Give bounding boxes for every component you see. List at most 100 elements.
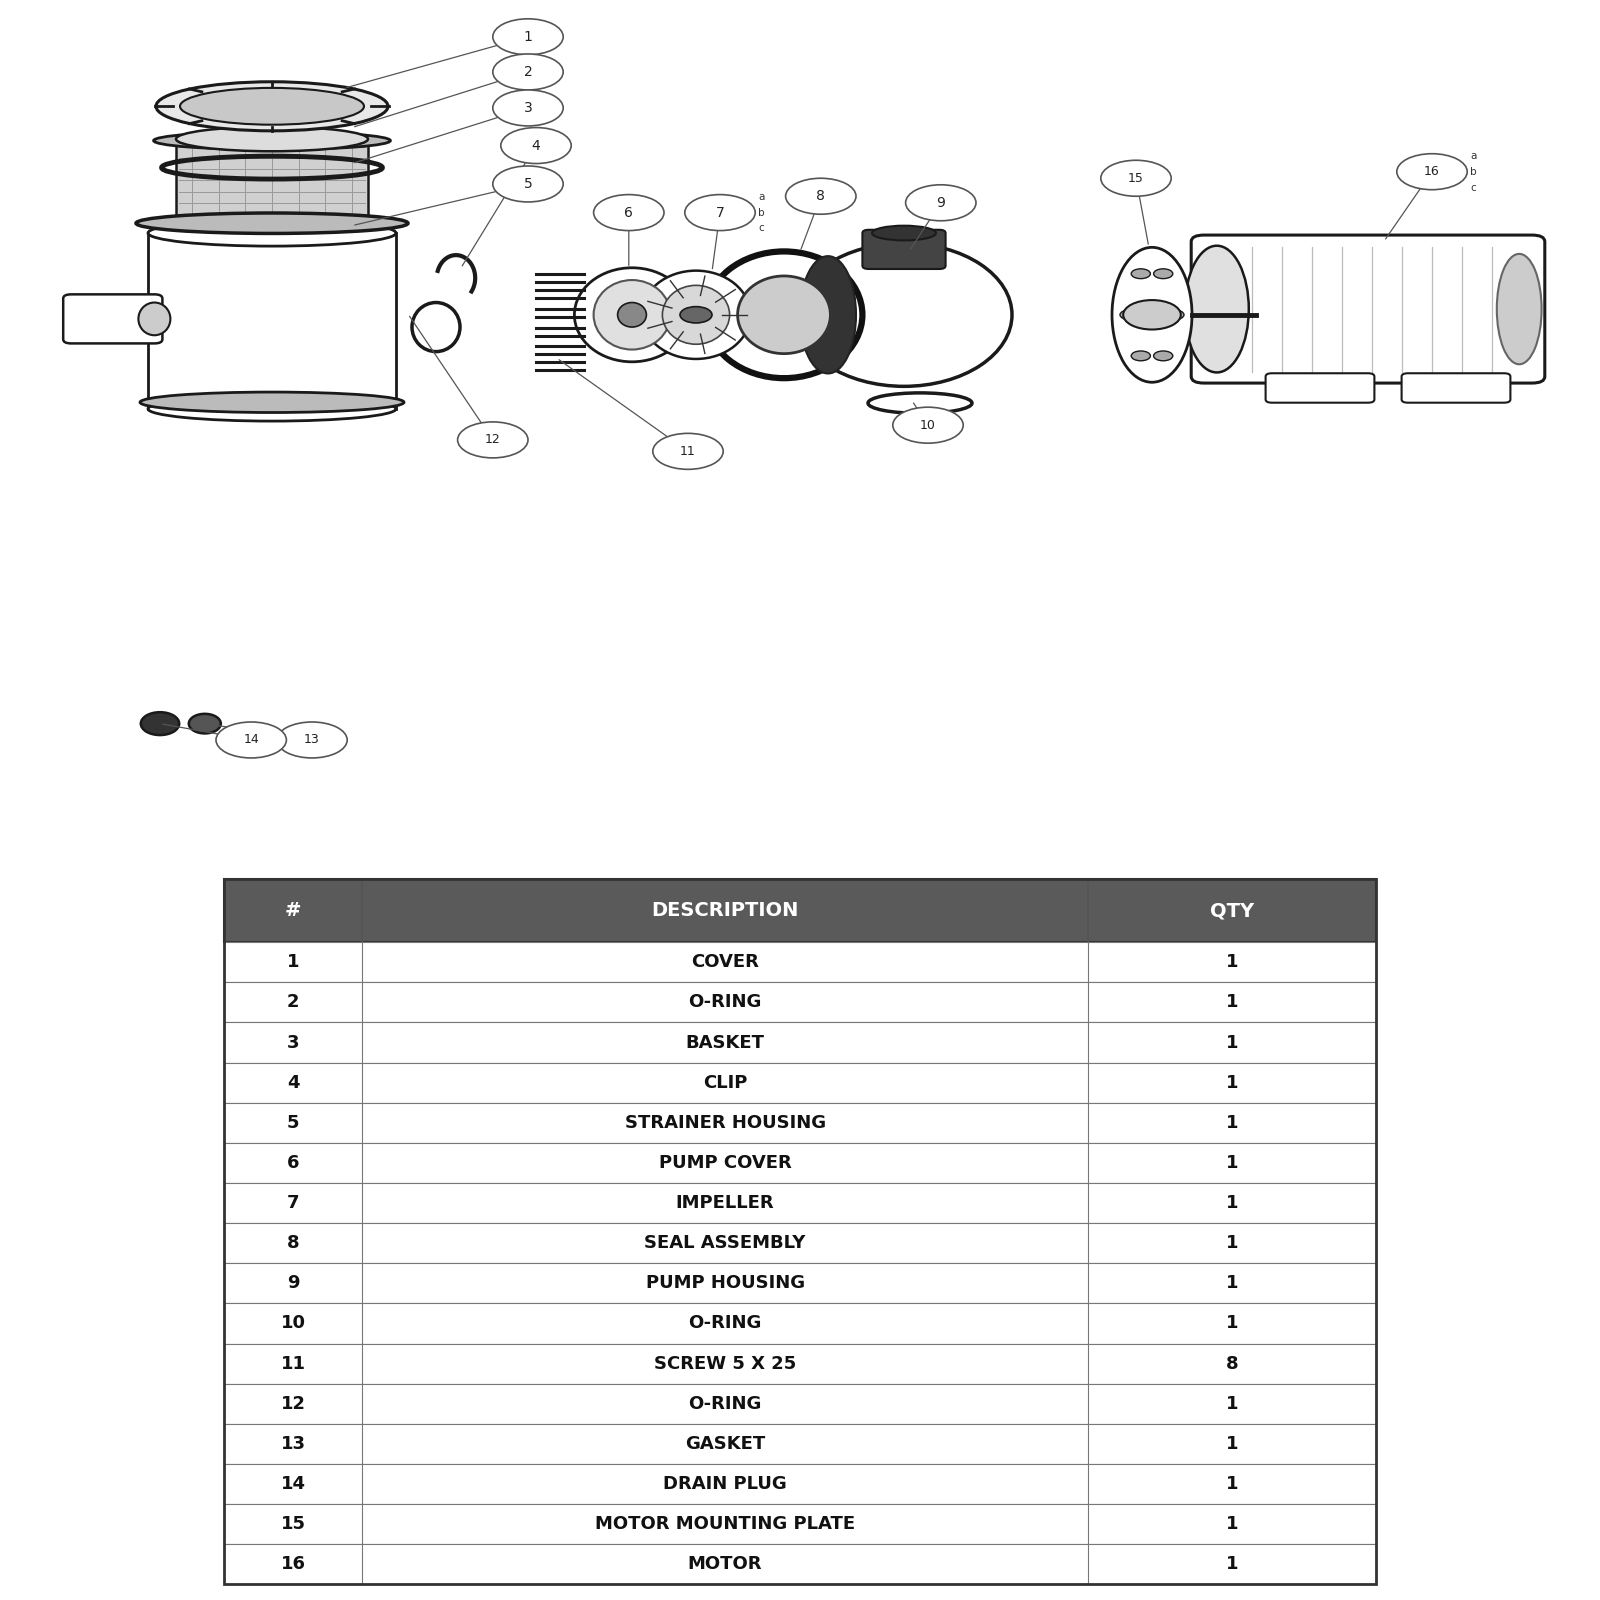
Text: 10: 10 (920, 419, 936, 432)
Circle shape (1154, 350, 1173, 360)
Circle shape (1131, 269, 1150, 278)
Text: 5: 5 (286, 1114, 299, 1131)
Bar (224, 1504, 1376, 1544)
Text: MOTOR MOUNTING PLATE: MOTOR MOUNTING PLATE (595, 1515, 854, 1533)
Text: IMPELLER: IMPELLER (675, 1194, 774, 1213)
Text: 12: 12 (485, 434, 501, 446)
Text: O-RING: O-RING (688, 1395, 762, 1413)
Text: DRAIN PLUG: DRAIN PLUG (664, 1475, 787, 1493)
Circle shape (1101, 160, 1171, 197)
Circle shape (1131, 350, 1150, 360)
Circle shape (786, 178, 856, 214)
Text: 1: 1 (1226, 1315, 1238, 1333)
Text: PUMP HOUSING: PUMP HOUSING (645, 1274, 805, 1293)
Bar (224, 1142, 1376, 1182)
Text: PUMP COVER: PUMP COVER (659, 1154, 792, 1171)
Bar (224, 1424, 1376, 1464)
Text: 14: 14 (280, 1475, 306, 1493)
Text: 3: 3 (286, 1034, 299, 1051)
Circle shape (1123, 301, 1181, 330)
Ellipse shape (795, 243, 1011, 386)
Ellipse shape (136, 213, 408, 234)
Text: 15: 15 (1128, 171, 1144, 184)
Ellipse shape (594, 280, 670, 349)
Text: GASKET: GASKET (685, 1435, 765, 1453)
Bar (224, 982, 1376, 1022)
Text: 1: 1 (1226, 1435, 1238, 1453)
Circle shape (653, 434, 723, 469)
Ellipse shape (141, 712, 179, 734)
Text: 16: 16 (1424, 165, 1440, 178)
Text: MOTOR: MOTOR (688, 1555, 762, 1573)
Ellipse shape (139, 302, 171, 336)
Text: 16: 16 (280, 1555, 306, 1573)
Text: 4: 4 (531, 139, 541, 152)
FancyBboxPatch shape (1190, 235, 1546, 382)
Text: 1: 1 (1226, 1475, 1238, 1493)
Bar (224, 942, 1376, 982)
Text: a: a (758, 192, 765, 202)
Text: b: b (758, 208, 765, 218)
Bar (224, 1344, 1376, 1384)
Ellipse shape (179, 88, 365, 125)
Text: 1: 1 (286, 954, 299, 971)
Circle shape (501, 128, 571, 163)
Text: 7: 7 (715, 205, 725, 219)
Text: 1: 1 (1226, 1194, 1238, 1213)
Text: O-RING: O-RING (688, 994, 762, 1011)
Bar (224, 1304, 1376, 1344)
Text: O-RING: O-RING (688, 1315, 762, 1333)
Bar (224, 1384, 1376, 1424)
Text: a: a (1470, 150, 1477, 162)
Ellipse shape (189, 714, 221, 733)
Text: b: b (1470, 166, 1477, 176)
Circle shape (594, 195, 664, 230)
Ellipse shape (574, 267, 690, 362)
Text: SEAL ASSEMBLY: SEAL ASSEMBLY (645, 1234, 806, 1253)
Bar (224, 1182, 1376, 1222)
Text: 1: 1 (1226, 954, 1238, 971)
Ellipse shape (176, 126, 368, 152)
Text: 8: 8 (1226, 1355, 1238, 1373)
FancyBboxPatch shape (1402, 373, 1510, 403)
Ellipse shape (800, 256, 856, 373)
Bar (224, 1264, 1376, 1304)
Text: c: c (758, 224, 765, 234)
Circle shape (493, 19, 563, 54)
Text: 5: 5 (523, 178, 533, 190)
Ellipse shape (706, 251, 862, 378)
Ellipse shape (147, 397, 397, 421)
Text: 1: 1 (1226, 1515, 1238, 1533)
Bar (176, 139, 368, 234)
Ellipse shape (1184, 246, 1248, 373)
Text: 1: 1 (1226, 1234, 1238, 1253)
Text: 1: 1 (1226, 1274, 1238, 1293)
Text: 10: 10 (280, 1315, 306, 1333)
Ellipse shape (141, 392, 403, 413)
Text: 9: 9 (936, 195, 946, 210)
Text: SCREW 5 X 25: SCREW 5 X 25 (654, 1355, 797, 1373)
Bar (224, 1022, 1376, 1062)
Text: 8: 8 (816, 189, 826, 203)
Ellipse shape (662, 285, 730, 344)
Text: 11: 11 (680, 445, 696, 458)
Text: 11: 11 (280, 1355, 306, 1373)
Circle shape (493, 54, 563, 90)
Ellipse shape (738, 275, 830, 354)
Text: 13: 13 (280, 1435, 306, 1453)
Text: 2: 2 (286, 994, 299, 1011)
Ellipse shape (642, 270, 750, 358)
Circle shape (458, 422, 528, 458)
Text: CLIP: CLIP (702, 1074, 747, 1091)
Circle shape (277, 722, 347, 758)
Text: 13: 13 (304, 733, 320, 747)
Text: 15: 15 (280, 1515, 306, 1533)
Circle shape (685, 195, 755, 230)
Text: 3: 3 (523, 101, 533, 115)
Text: 14: 14 (243, 733, 259, 747)
Circle shape (1397, 154, 1467, 190)
Text: 1: 1 (1226, 1034, 1238, 1051)
Bar (224, 1062, 1376, 1102)
Text: DESCRIPTION: DESCRIPTION (651, 901, 798, 920)
Text: 1: 1 (1226, 1395, 1238, 1413)
